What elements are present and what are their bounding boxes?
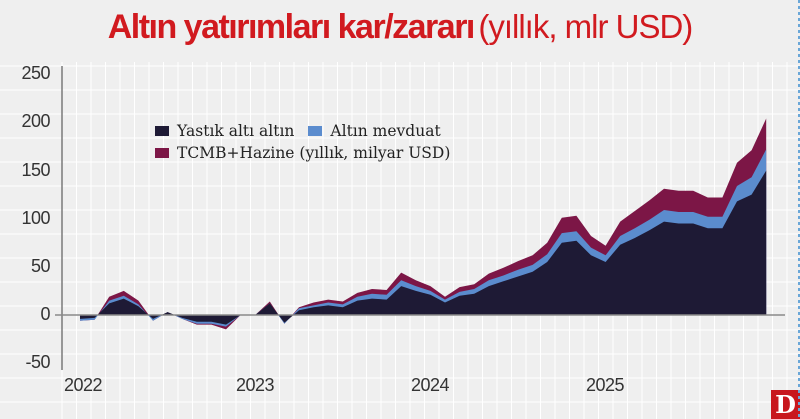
y-tick-label: 0 — [40, 304, 50, 324]
border-dashes — [798, 0, 800, 419]
legend-item-tcmb: TCMB+Hazine (yıllık, milyar USD) — [155, 142, 450, 164]
chart-title: Altın yatırımları kar/zararı (yıllık, ml… — [0, 8, 800, 47]
title-bold: Altın yatırımları kar/zararı — [107, 8, 476, 46]
legend-item-yastik: Yastık altı altın — [155, 120, 294, 142]
swatch-icon — [308, 126, 323, 136]
x-tick-label: 2023 — [235, 375, 275, 395]
legend-item-mevduat: Altın mevduat — [308, 120, 441, 142]
title-light: (yıllık, mlr USD) — [478, 8, 693, 45]
swatch-icon — [155, 148, 169, 158]
chart-legend: Yastık altı altın Altın mevduat TCMB+Haz… — [155, 120, 464, 164]
x-tick-label: 2022 — [63, 375, 103, 395]
brand-logo: D — [771, 390, 800, 419]
x-tick-label: 2024 — [410, 375, 450, 395]
swatch-icon — [155, 126, 169, 136]
y-tick-label: 150 — [21, 159, 50, 180]
y-tick-label: 200 — [21, 111, 50, 132]
y-tick-label: 250 — [21, 63, 50, 84]
y-tick-label: 50 — [30, 255, 51, 276]
x-tick-label: 2025 — [585, 375, 625, 395]
y-tick-label: 100 — [21, 207, 50, 228]
area-series-0 — [80, 170, 767, 325]
stacked-areas — [80, 118, 767, 330]
gridlines — [0, 62, 800, 419]
y-tick-label: -50 — [25, 352, 50, 373]
